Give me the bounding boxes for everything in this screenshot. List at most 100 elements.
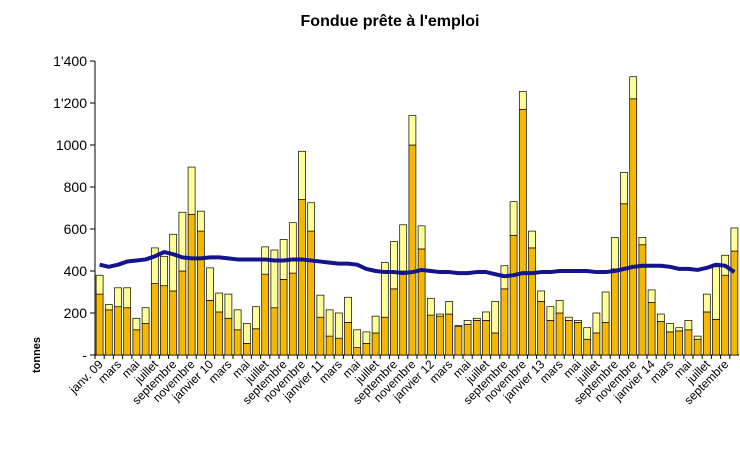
bar-segment [160, 285, 168, 356]
bar-segment [298, 199, 306, 356]
bar-segment [647, 302, 656, 356]
bar-segment [684, 320, 693, 331]
bar-segment [187, 166, 196, 215]
y-tick-label: 1000 [56, 137, 87, 153]
bar-segment [712, 266, 720, 320]
bar-segment [334, 312, 343, 339]
bar-segment [353, 329, 362, 348]
bar-segment [583, 338, 592, 356]
bar-segment [104, 309, 113, 356]
bar-segment [353, 347, 362, 356]
bar-segment [702, 311, 711, 356]
bar-segment [509, 234, 518, 356]
bar-segment [270, 307, 279, 356]
bar-segment [610, 268, 619, 356]
bar-segment [196, 210, 205, 232]
bar-segment [454, 325, 463, 328]
bar-segment [509, 201, 518, 236]
bar-segment [436, 315, 444, 356]
bar-segment [454, 326, 463, 356]
bar-segment [242, 343, 251, 356]
bar-segment [150, 283, 159, 356]
bar-segment [491, 332, 500, 356]
bar-segment [528, 230, 536, 249]
bar-segment [206, 300, 214, 356]
bar-segment [574, 320, 582, 323]
bar-segment [721, 274, 730, 356]
bar-segment [518, 108, 527, 356]
bar-segment [233, 329, 242, 356]
bar-segment [390, 241, 398, 290]
bar-segment [537, 301, 546, 356]
bar-segment [187, 213, 196, 356]
bar-segment [141, 323, 150, 356]
bar-segment [445, 313, 454, 356]
bar-segment [169, 290, 178, 356]
bar-segment [371, 332, 380, 356]
bar-segment [123, 307, 132, 356]
bar-segment [344, 296, 352, 323]
bar-segment [371, 315, 380, 334]
y-tick-label: 1'200 [53, 95, 87, 111]
bar-segment [463, 320, 472, 325]
bar-segment [169, 233, 178, 292]
bar-segment [601, 291, 610, 323]
bar-segment [610, 237, 619, 270]
bar-segment [224, 317, 233, 356]
bar-segment [675, 327, 684, 332]
bar-segment [325, 335, 334, 356]
bar-segment [574, 322, 582, 356]
bar-segment [675, 330, 684, 356]
bar-segment [555, 300, 564, 314]
bar-segment [316, 294, 325, 318]
bar-segment [500, 288, 509, 356]
y-tick-label: - [82, 347, 87, 363]
bar-segment [334, 337, 343, 356]
bar-segment [472, 320, 481, 356]
bar-segment [242, 323, 251, 344]
bar-segment [684, 329, 693, 356]
bar-segment [380, 316, 389, 356]
bar-segment [279, 279, 288, 356]
y-axis-label: tonnes [31, 337, 43, 373]
bar-segment [546, 320, 555, 356]
bar-segment [472, 317, 481, 321]
bar-segment [132, 317, 141, 331]
bar-segment [528, 247, 536, 356]
bar-segment [638, 237, 647, 246]
bar-segment [95, 293, 104, 356]
bar-segment [123, 287, 132, 309]
bar-segment [426, 314, 435, 356]
bar-segment [380, 262, 389, 318]
bar-segment [417, 248, 426, 356]
bar-segment [592, 312, 601, 334]
bar-segment [702, 293, 711, 313]
bar-segment [316, 316, 325, 356]
bar-segment [408, 144, 417, 356]
bar-segment [270, 249, 279, 309]
y-tick-label: 400 [64, 263, 88, 279]
bar-segment [104, 304, 113, 311]
y-tick-label: 800 [64, 179, 88, 195]
bar-segment [482, 311, 490, 321]
bar-segment [666, 323, 674, 333]
bar-segment [206, 267, 214, 301]
bar-segment [583, 327, 592, 340]
bar-segment [224, 293, 233, 319]
bar-segment [620, 203, 628, 356]
bar-segment [537, 290, 546, 302]
bar-segment [252, 306, 260, 330]
bar-segment [555, 312, 564, 356]
bar-segment [288, 272, 297, 356]
chart-title: Fondue prête à l'emploi [301, 13, 480, 30]
bar-segment [436, 313, 444, 317]
bar-segment [307, 230, 316, 356]
bar-segment [491, 301, 500, 334]
bar-segment [546, 306, 555, 321]
bar-segment [344, 322, 352, 356]
bar-segment [252, 328, 260, 356]
bar-segment [730, 227, 739, 252]
line [99, 250, 736, 279]
bar-segment [445, 301, 454, 315]
